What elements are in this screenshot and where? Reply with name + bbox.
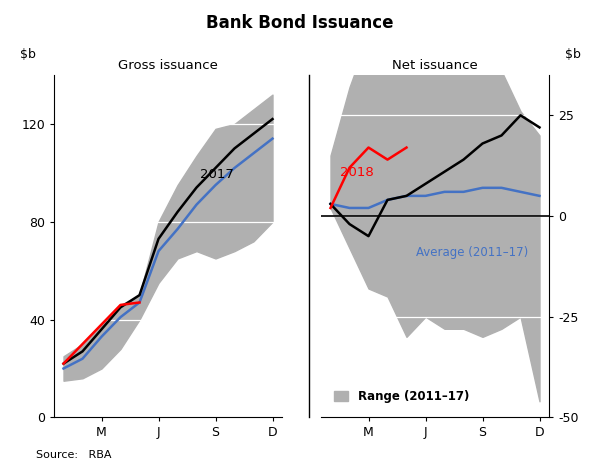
Text: $b: $b [565, 48, 581, 61]
Text: Source:   RBA: Source: RBA [36, 450, 112, 460]
Legend: Range (2011–17): Range (2011–17) [329, 386, 473, 408]
Text: $b: $b [20, 48, 35, 61]
Text: Bank Bond Issuance: Bank Bond Issuance [206, 14, 394, 32]
Text: 2017: 2017 [200, 168, 234, 181]
Title: Net issuance: Net issuance [392, 60, 478, 73]
Text: Average (2011–17): Average (2011–17) [416, 246, 528, 259]
Title: Gross issuance: Gross issuance [118, 60, 218, 73]
Text: 2018: 2018 [340, 166, 374, 179]
